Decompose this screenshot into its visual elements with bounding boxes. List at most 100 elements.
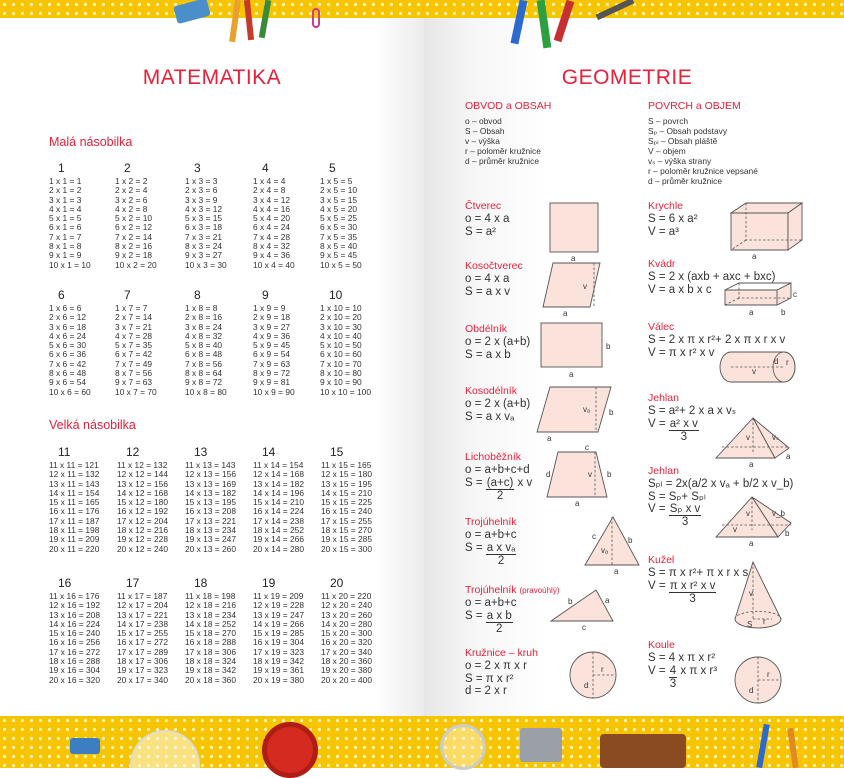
- table-row: 13 x 19 = 247: [253, 609, 304, 620]
- table-row: 2 x 9 = 18: [253, 312, 291, 323]
- label: a: [786, 452, 791, 461]
- shape-name: Kužel: [648, 554, 675, 566]
- label: c: [592, 532, 596, 541]
- table-row: 16 x 18 = 288: [185, 637, 236, 648]
- table-row: 19 x 18 = 342: [185, 665, 236, 676]
- table-row: 2 x 2 = 4: [115, 185, 148, 196]
- table-row: 2 x 7 = 14: [115, 312, 153, 323]
- label: b: [785, 529, 790, 538]
- table-row: 1 x 9 = 9: [253, 303, 286, 313]
- label: v_b: [772, 509, 785, 518]
- table-row: 18 x 14 = 252: [253, 525, 304, 536]
- table-row: 2 x 6 = 12: [49, 312, 87, 323]
- table-row: 2 x 4 = 8: [253, 185, 286, 196]
- formula-block: Kvádr S = 2 x (axb + axc + bxc) V = a x b …: [648, 258, 776, 296]
- shape-title: Krychle: [648, 200, 698, 213]
- table-row: 12 x 11 = 132: [49, 469, 100, 480]
- shape-title: Čtverec: [465, 200, 509, 213]
- table-row: 3 x 10 = 30: [320, 321, 362, 332]
- formula-line: V = a x b x c: [648, 283, 712, 296]
- table-row: 15 x 16 = 240: [49, 628, 100, 639]
- big-multiplication-heading: Velká násobilka: [49, 418, 136, 432]
- legend-item: vₛ – výška strany: [648, 156, 712, 166]
- formula-block: Kosodélník o = 2 x (a+b) S = a x vₐ: [465, 385, 530, 423]
- label: vₛ: [772, 433, 779, 442]
- denominator: 3: [669, 677, 677, 690]
- label: r: [601, 665, 604, 674]
- label: v: [752, 367, 756, 376]
- label: v: [583, 282, 587, 291]
- legend-item: d – průměr kružnice: [648, 176, 723, 186]
- multiplication-table: 20 11 x 20 = 220 12 x 20 = 240 13 x 20 = 26…: [321, 576, 372, 685]
- label: a: [749, 308, 754, 317]
- formula-line: S = 4 x π x r²: [648, 652, 716, 664]
- table-row: 15 x 19 = 285: [253, 628, 304, 639]
- table-row: 4 x 8 = 32: [185, 330, 223, 341]
- multiplication-table: 16 11 x 16 = 176 12 x 16 = 192 13 x 16 = 20…: [49, 576, 100, 685]
- formula-line: o = 2 x π x r: [465, 660, 527, 672]
- shape-name: Krychle: [648, 200, 684, 212]
- label: b: [606, 342, 611, 351]
- table-row: 8 x 5 = 40: [320, 241, 358, 252]
- table-row: 3 x 3 = 9: [185, 194, 218, 205]
- table-row: 4 x 9 = 36: [253, 330, 291, 341]
- table-row: 9 x 6 = 54: [49, 377, 87, 388]
- formula-rest: x π x r³: [677, 664, 718, 677]
- table-header: 17: [126, 576, 140, 590]
- table-row: 8 x 3 = 24: [185, 241, 223, 252]
- table-row: 1 x 5 = 5: [320, 176, 353, 186]
- label: b: [609, 408, 614, 417]
- table-row: 3 x 1 = 3: [49, 194, 82, 205]
- table-row: 6 x 5 = 30: [320, 222, 358, 233]
- table-row: 12 x 17 = 204: [117, 600, 168, 611]
- table-row: 5 x 8 = 40: [185, 340, 223, 351]
- formula-rest: x v: [514, 476, 533, 489]
- table-row: 6 x 3 = 18: [185, 222, 223, 233]
- table-row: 16 x 13 = 208: [185, 506, 236, 517]
- denominator: 2: [496, 489, 504, 502]
- formula-line: V = π x r² x v: [648, 346, 715, 359]
- shape-name: Obdélník: [465, 323, 508, 335]
- table-row: 12 x 12 = 144: [117, 469, 168, 480]
- multiplication-table: 15 11 x 15 = 165 12 x 15 = 180 13 x 15 = 19…: [321, 445, 372, 554]
- label: v: [746, 509, 750, 518]
- multiplication-table: 13 11 x 13 = 143 12 x 13 = 156 13 x 13 = 16…: [185, 445, 236, 554]
- table-row: 10 x 4 = 40: [253, 259, 295, 270]
- label: a: [575, 499, 580, 508]
- table-header: 16: [58, 576, 72, 590]
- formula-block: Jehlan Sₚₗ = 2x(a/2 x vₐ + b/2 x v_b) S = …: [648, 465, 793, 529]
- table-row: 17 x 12 = 204: [117, 515, 168, 526]
- shape-title: Obdélník: [465, 323, 530, 336]
- table-row: 7 x 3 = 21: [185, 231, 223, 242]
- multiplication-table: 18 11 x 18 = 198 12 x 18 = 216 13 x 18 = 23…: [185, 576, 236, 685]
- table-row: 15 x 17 = 255: [117, 628, 168, 639]
- shape-name: Válec: [648, 321, 675, 333]
- shape-name: Kvádr: [648, 258, 676, 270]
- page-title-geometrie: GEOMETRIE: [561, 66, 693, 89]
- shape-title: Kužel: [648, 554, 748, 567]
- table-row: 1 x 2 = 2: [115, 176, 148, 186]
- table-row: 6 x 4 = 24: [253, 222, 291, 233]
- page-title-matematika: MATEMATIKA: [142, 66, 282, 89]
- table-row: 10 x 1 = 10: [49, 259, 91, 270]
- top-decor-strip: [0, 0, 844, 18]
- table-row: 10 x 6 = 60: [49, 386, 91, 397]
- shape-title: Kosočtverec: [465, 260, 523, 273]
- table-row: 16 x 17 = 272: [117, 637, 168, 648]
- table-row: 4 x 3 = 12: [185, 203, 223, 214]
- formula-line: S = (a+c) 2 x v: [465, 477, 532, 503]
- table-row: 16 x 16 = 256: [49, 637, 100, 648]
- shape-name: Trojúhelník: [465, 516, 517, 528]
- table-row: 16 x 12 = 192: [117, 506, 168, 517]
- formula-line: S = π x r²+ π x r x s: [648, 567, 749, 579]
- table-header: 3: [194, 161, 201, 175]
- fraction: (a+c) 2: [485, 477, 515, 503]
- legend-item: V – objem: [648, 146, 686, 156]
- table-row: 13 x 14 = 182: [253, 478, 304, 489]
